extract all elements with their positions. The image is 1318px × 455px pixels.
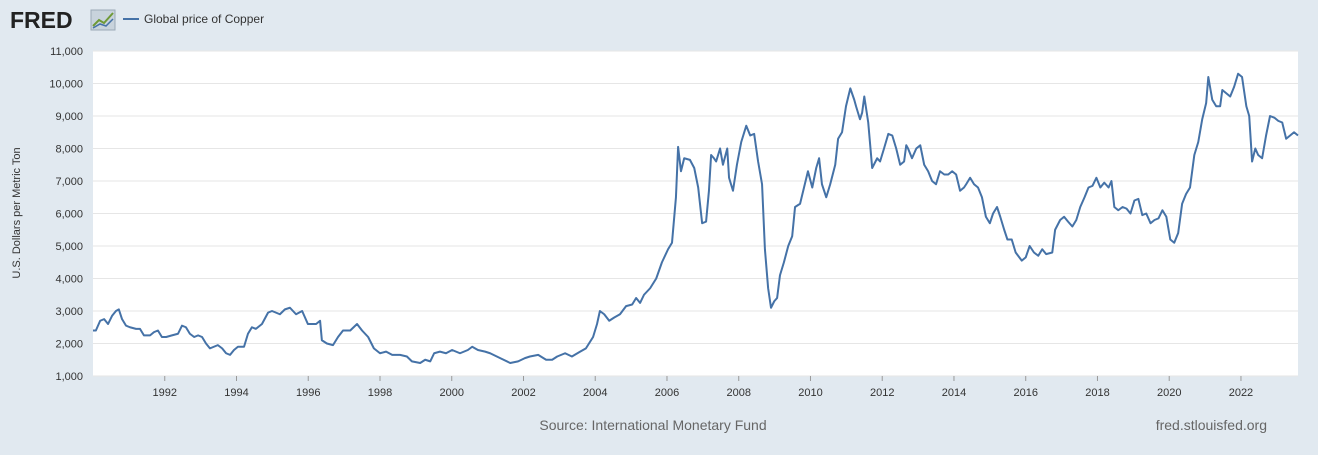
y-axis-label: U.S. Dollars per Metric Ton [11,147,23,278]
y-tick-label: 4,000 [55,274,83,286]
y-tick-label: 6,000 [55,209,83,221]
x-tick-label: 1994 [224,387,248,399]
x-tick-label: 2004 [583,387,607,399]
y-tick-label: 10,000 [49,79,83,91]
y-tick-label: 1,000 [55,371,83,383]
y-tick-label: 2,000 [55,339,83,351]
x-tick-label: 2014 [942,387,966,399]
x-tick-label: 2020 [1157,387,1181,399]
x-tick-label: 2006 [655,387,679,399]
y-tick-label: 11,000 [50,46,83,58]
x-tick-label: 2022 [1229,387,1253,399]
lines [93,72,1299,364]
logo: FRED [10,7,73,33]
axes: 1,000 2,000 3,000 4,000 5,000 6,000 7,000 8,000… [49,46,1253,399]
x-tick-label: 2000 [439,387,463,399]
source: Source: International Monetary Fund [539,417,766,433]
x-tick-label: 2010 [798,387,822,399]
x-tick-label: 1998 [368,387,392,399]
x-tick-label: 2002 [511,387,535,399]
x-tick-label: 2008 [726,387,750,399]
x-tick-label: 2018 [1085,387,1109,399]
x-tick-label: 1996 [296,387,320,399]
y-tick-label: 3,000 [55,306,83,318]
y-tick-label: 5,000 [55,241,83,253]
y-tick-label: 9,000 [55,111,83,123]
legend-label: Global price of Copper [144,12,264,26]
y-tick-label: 7,000 [55,176,83,188]
x-tick-label: 2012 [870,387,894,399]
logo-icon [90,9,116,31]
x-tick-label: 2016 [1013,387,1037,399]
site-credit: fred.stlouisfed.org [1156,417,1267,433]
x-tick-label: 1992 [153,387,177,399]
data-line [93,72,1299,364]
y-tick-label: 8,000 [55,144,83,156]
